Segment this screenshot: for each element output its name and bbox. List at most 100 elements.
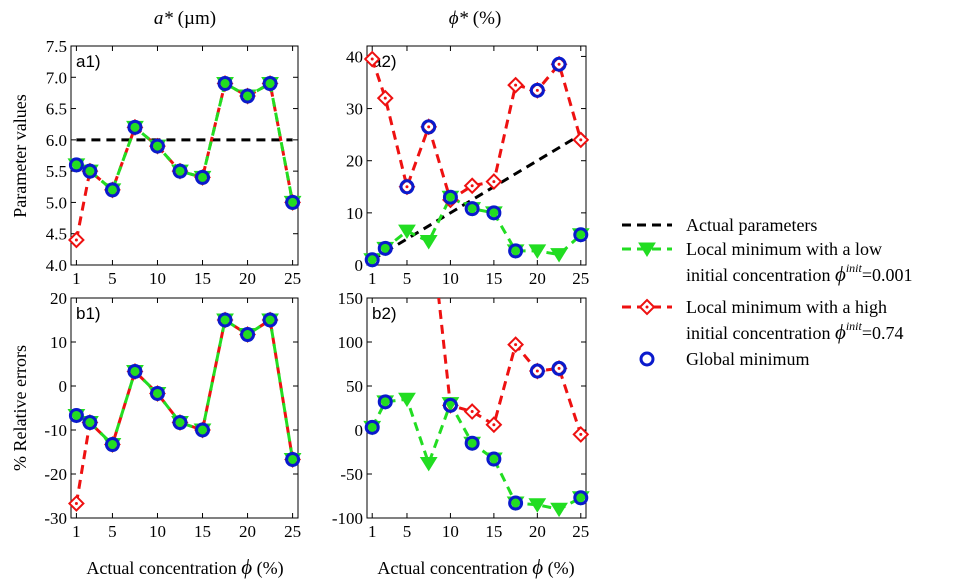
marker-global [377, 394, 393, 410]
x-tick-label: 5 [403, 269, 412, 288]
marker-global [573, 490, 589, 506]
marker-global [529, 363, 545, 379]
marker-high-dot [427, 125, 431, 129]
marker-high-dot [579, 138, 583, 142]
series-line-high [370, 58, 583, 203]
x-tick-label: 5 [108, 269, 117, 288]
x-axis-label-right: Actual concentration ϕ (%) [377, 555, 574, 579]
series-line-high [437, 298, 583, 435]
marker-low [419, 456, 438, 472]
marker-high-dot [74, 501, 78, 505]
marker-global [442, 397, 458, 413]
marker-global [285, 451, 301, 467]
marker-global [240, 327, 256, 343]
y-tick-label: 6.5 [46, 100, 67, 119]
y-tick-label: -30 [44, 509, 67, 528]
marker-low [419, 235, 438, 250]
legend-label-low-line2: initial concentration ϕinit=0.001 [686, 261, 913, 286]
marker-low [528, 498, 547, 513]
series-line-high [74, 81, 295, 241]
plot-area [370, 298, 583, 511]
marker-global [217, 76, 233, 92]
marker-global [68, 407, 84, 423]
marker-global [149, 385, 165, 401]
marker-global [442, 189, 458, 205]
plot-area [74, 317, 295, 504]
x-tick-label: 25 [572, 269, 589, 288]
y-tick-label: 20 [50, 289, 67, 308]
y-tick-label: 20 [346, 152, 363, 171]
marker-high-dot [470, 410, 474, 414]
marker-global [262, 76, 278, 92]
marker-global [149, 138, 165, 154]
marker-high-dot [470, 184, 474, 188]
marker-high-dot [492, 423, 496, 427]
marker-global [68, 157, 84, 173]
x-tick-label: 1 [368, 522, 377, 541]
marker-high-dot [383, 96, 387, 100]
panel-label: b2) [372, 304, 397, 323]
marker-global [195, 422, 211, 438]
legend-label-actual: Actual parameters [686, 215, 817, 235]
marker-global [217, 312, 233, 328]
x-tick-label: 10 [442, 522, 459, 541]
marker-global [195, 169, 211, 185]
y-tick-label: -10 [44, 421, 67, 440]
x-tick-label: 20 [529, 269, 546, 288]
y-tick-label: 4.0 [46, 256, 67, 275]
x-tick-label: 25 [284, 522, 301, 541]
marker-global [508, 495, 524, 511]
marker-global [82, 163, 98, 179]
y-tick-label: 5.0 [46, 193, 67, 212]
marker-global [104, 437, 120, 453]
marker-high-dot [405, 185, 409, 189]
x-tick-label: 25 [572, 522, 589, 541]
y-tick-label: 40 [346, 47, 363, 66]
marker-high-dot [74, 238, 78, 242]
x-axis-label-left: Actual concentration ϕ (%) [86, 555, 283, 579]
marker-low [398, 224, 416, 240]
y-tick-label: 7.0 [46, 68, 67, 87]
marker-global [399, 179, 415, 195]
marker-low [550, 248, 568, 263]
marker-low [528, 244, 547, 259]
series-line-actual [371, 133, 582, 262]
y-tick-label: 10 [50, 333, 67, 352]
marker-global [464, 435, 480, 451]
y-tick-label: 0 [355, 256, 364, 275]
plot-frame [70, 297, 299, 519]
marker-global [240, 88, 256, 104]
marker-global [364, 252, 380, 268]
x-tick-label: 5 [403, 522, 412, 541]
col-title-phi: ϕ* (%) [449, 8, 502, 29]
marker-global [127, 119, 143, 135]
marker-low [550, 502, 568, 518]
marker-global [464, 201, 480, 217]
marker-high-dot [579, 432, 583, 436]
marker-global [573, 227, 589, 243]
marker-global [551, 56, 567, 72]
x-tick-label: 20 [239, 522, 256, 541]
marker-high-dot [514, 83, 518, 87]
x-tick-label: 10 [149, 269, 166, 288]
y-tick-label: 150 [338, 289, 364, 308]
y-tick-label: 100 [338, 333, 364, 352]
marker-global [421, 119, 437, 135]
x-tick-label: 15 [194, 522, 211, 541]
legend-item-high: Local minimum with a high initial concen… [622, 297, 904, 344]
marker-global [127, 363, 143, 379]
marker-global [172, 415, 188, 431]
marker-global [551, 360, 567, 376]
marker-high-dot [535, 88, 539, 92]
marker-global [529, 82, 545, 98]
plot-frame [70, 45, 299, 266]
y-axis-label-top: Parameter values [10, 94, 30, 217]
marker-global [285, 194, 301, 210]
marker-high-dot [492, 180, 496, 184]
x-tick-label: 1 [368, 269, 377, 288]
x-tick-label: 10 [442, 269, 459, 288]
x-tick-label: 15 [194, 269, 211, 288]
